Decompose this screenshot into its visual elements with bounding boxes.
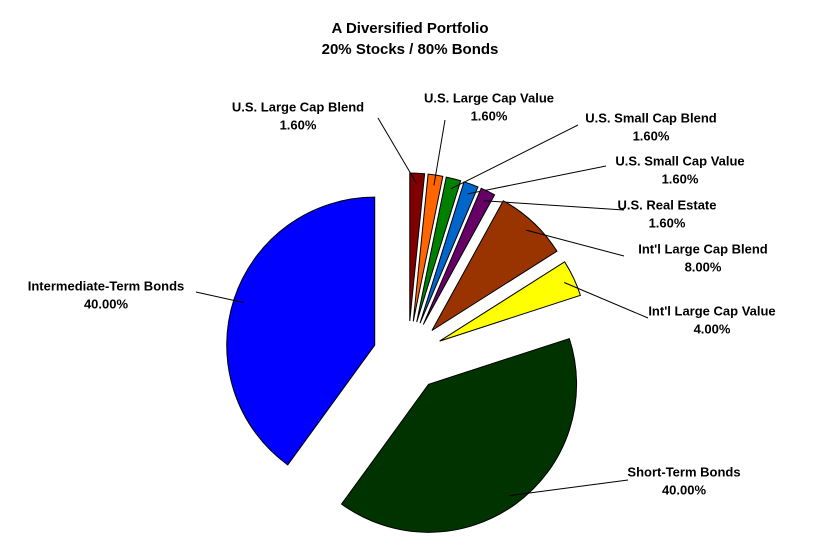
- value-label: 1.60%: [633, 128, 670, 143]
- slice-label: U.S. Large Cap Blend: [232, 99, 364, 114]
- pie-slice: [431, 200, 558, 331]
- pie-slice: [409, 172, 426, 322]
- leader-line: [450, 124, 579, 190]
- slice-label: Int'l Large Cap Value: [648, 303, 775, 318]
- leader-line: [433, 119, 446, 186]
- pie-slice: [419, 181, 479, 324]
- chart-title: A Diversified Portfolio: [332, 20, 489, 37]
- slice-label: U.S. Small Cap Value: [615, 153, 744, 168]
- pie-slice: [439, 261, 582, 342]
- slice-label: U.S. Small Cap Blend: [585, 110, 717, 125]
- leader-line: [526, 229, 625, 257]
- value-label: 4.00%: [694, 321, 731, 336]
- pie-slice: [226, 196, 376, 466]
- pie-slice: [422, 187, 496, 325]
- leader-line: [564, 282, 649, 319]
- leader-line: [195, 291, 244, 304]
- slice-label: Short-Term Bonds: [627, 464, 740, 479]
- pie-slice: [340, 337, 578, 533]
- slice-label: Intermediate-Term Bonds: [28, 278, 185, 293]
- slice-label: U.S. Large Cap Value: [424, 90, 554, 105]
- value-label: 40.00%: [662, 482, 707, 497]
- chart-subtitle: 20% Stocks / 80% Bonds: [322, 41, 499, 58]
- pie-slice: [416, 176, 462, 323]
- value-label: 1.60%: [662, 171, 699, 186]
- leader-line: [377, 117, 418, 184]
- value-label: 1.60%: [280, 117, 317, 132]
- value-label: 8.00%: [685, 259, 722, 274]
- leader-line: [467, 165, 607, 195]
- slice-label: U.S. Real Estate: [618, 197, 717, 212]
- value-label: 1.60%: [471, 108, 508, 123]
- value-label: 40.00%: [84, 296, 129, 311]
- leader-line: [509, 479, 629, 497]
- value-label: 1.60%: [649, 215, 686, 230]
- slice-label: Int'l Large Cap Blend: [638, 241, 768, 256]
